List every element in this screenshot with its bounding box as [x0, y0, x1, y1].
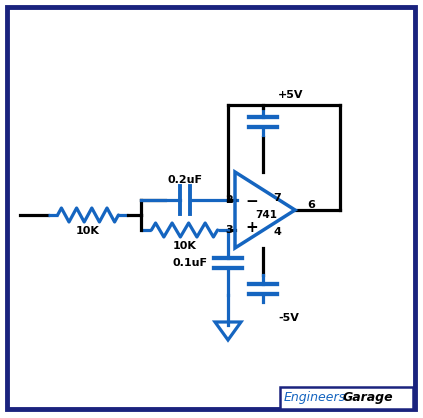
- Text: 7: 7: [273, 193, 281, 203]
- Text: −: −: [245, 194, 258, 209]
- Text: Engineers: Engineers: [284, 392, 346, 405]
- Text: 0.2uF: 0.2uF: [168, 175, 203, 185]
- Text: 10K: 10K: [76, 226, 100, 236]
- Text: 10K: 10K: [173, 241, 196, 251]
- Text: +: +: [245, 221, 258, 235]
- Text: 741: 741: [255, 210, 277, 220]
- FancyBboxPatch shape: [7, 7, 415, 409]
- FancyBboxPatch shape: [280, 387, 413, 409]
- Text: -5V: -5V: [278, 313, 299, 323]
- Text: 2: 2: [225, 195, 233, 205]
- Text: 3: 3: [225, 225, 233, 235]
- Text: +5V: +5V: [278, 90, 303, 100]
- Text: 6: 6: [307, 200, 315, 210]
- Text: 4: 4: [273, 227, 281, 237]
- Text: 0.1uF: 0.1uF: [173, 257, 208, 268]
- Text: Garage: Garage: [343, 392, 394, 405]
